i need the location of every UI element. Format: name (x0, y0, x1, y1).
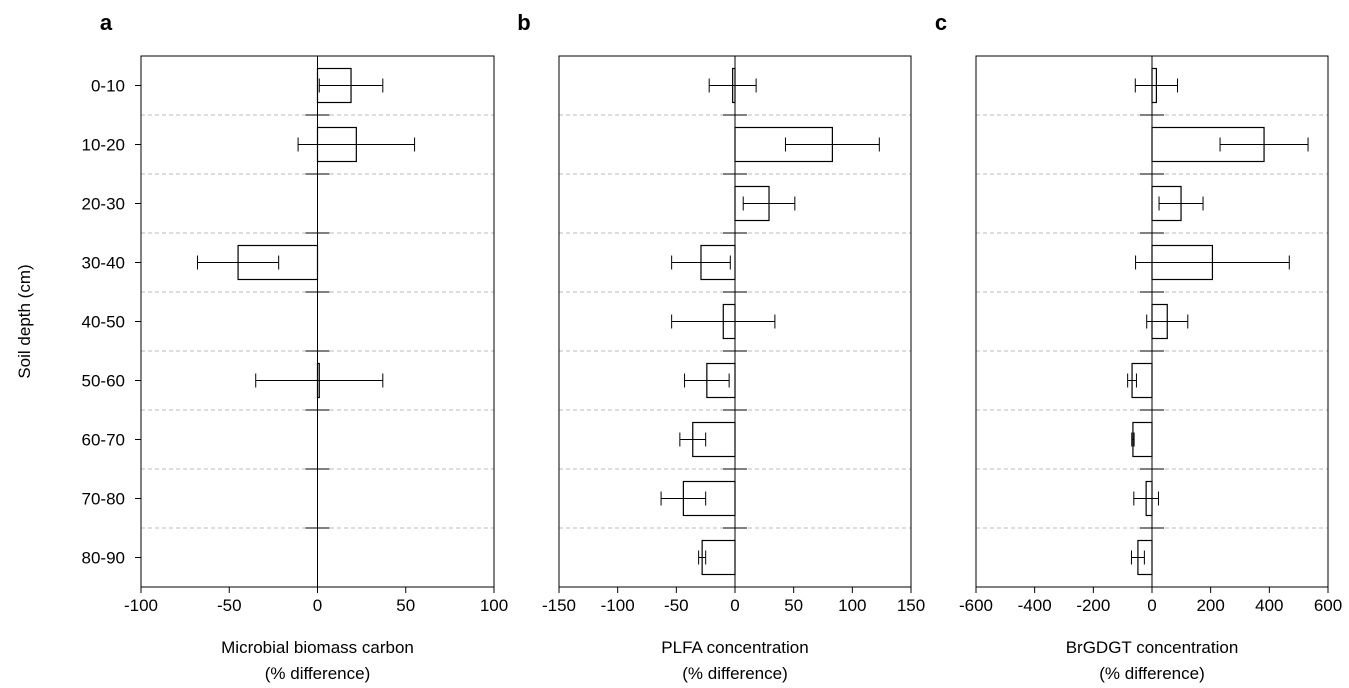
x-tick-label: 0 (730, 596, 739, 615)
x-tick-label: -400 (1018, 596, 1052, 615)
x-tick-label: -200 (1076, 596, 1110, 615)
y-tick-label: 60-70 (82, 431, 125, 450)
y-tick-label: 40-50 (82, 313, 125, 332)
x-axis-title: PLFA concentration (661, 638, 808, 657)
x-tick-label: 150 (897, 596, 925, 615)
x-axis-title: (% difference) (265, 664, 371, 683)
x-tick-label: -100 (601, 596, 635, 615)
panel-label-c: c (935, 10, 947, 35)
x-tick-label: -50 (664, 596, 689, 615)
x-tick-label: 0 (1147, 596, 1156, 615)
x-tick-label: 200 (1196, 596, 1224, 615)
x-tick-label: 400 (1255, 596, 1283, 615)
x-tick-label: 100 (838, 596, 866, 615)
y-axis-title: Soil depth (cm) (15, 264, 34, 378)
y-tick-label: 10-20 (82, 136, 125, 155)
y-tick-label: 20-30 (82, 195, 125, 214)
x-tick-label: -150 (542, 596, 576, 615)
x-tick-label: 600 (1314, 596, 1342, 615)
bar (701, 539, 736, 576)
x-axis-title: (% difference) (1099, 664, 1205, 683)
bar (1132, 421, 1153, 458)
y-tick-label: 80-90 (82, 549, 125, 568)
x-axis-title: (% difference) (682, 664, 788, 683)
x-tick-label: 50 (396, 596, 415, 615)
x-tick-label: 100 (480, 596, 508, 615)
x-tick-label: 0 (313, 596, 322, 615)
y-tick-label: 0-10 (91, 77, 125, 96)
x-tick-label: -100 (124, 596, 158, 615)
x-tick-label: -600 (959, 596, 993, 615)
y-tick-label: 70-80 (82, 490, 125, 509)
y-tick-label: 50-60 (82, 372, 125, 391)
x-tick-label: -50 (217, 596, 242, 615)
x-axis-title: BrGDGT concentration (1066, 638, 1239, 657)
panel-label-a: a (100, 10, 113, 35)
x-axis-title: Microbial biomass carbon (221, 638, 414, 657)
panel-label-b: b (517, 10, 530, 35)
y-tick-label: 30-40 (82, 254, 125, 273)
x-tick-label: 50 (784, 596, 803, 615)
